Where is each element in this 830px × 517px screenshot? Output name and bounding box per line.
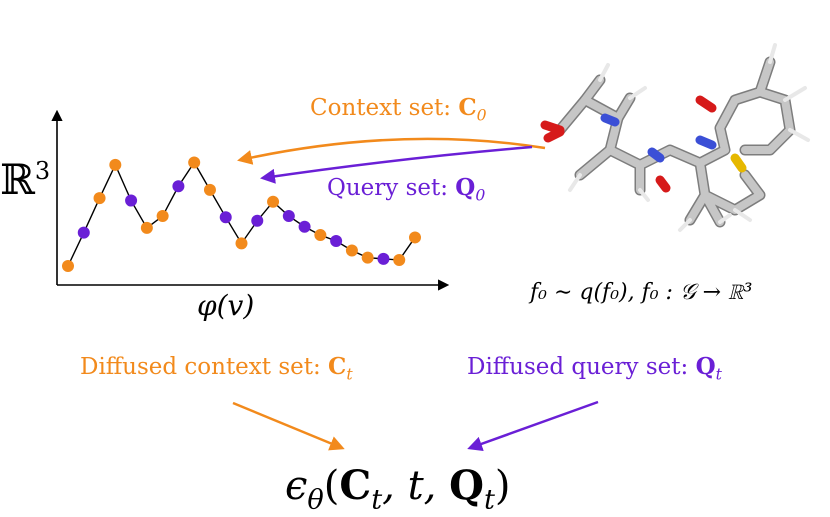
context-set-label: Context set: C0 [310,94,487,124]
diffused-context-label: Diffused context set: Ct [80,353,353,383]
context-point-8 [188,156,201,169]
x-axis-label-text: φ(v) [197,289,255,322]
y-axis-label: ℝ3 [0,150,50,201]
query-point-1 [77,226,90,239]
epsilon-sub: θ [307,484,324,516]
context-point-0 [62,260,74,272]
context-point-3 [109,158,122,171]
function-plot [62,156,421,272]
context-point-11 [235,237,248,250]
query-point-14 [282,210,295,223]
diffused-context-text: Diffused context set: [80,354,329,380]
ct-sub: t [371,484,383,516]
qt-symbol: Q [449,462,484,509]
context-point-22 [409,231,421,244]
model-output-expression: ϵθ(Ct, t, Qt) [285,462,511,516]
x-axis-label: φ(v) [197,289,254,322]
diffused-context-arrow [232,401,345,451]
context-point-19 [361,251,374,264]
epsilon-symbol: ϵ [285,463,308,509]
context-set-symbol: C [458,94,477,121]
diffused-query-text: Diffused query set: [467,354,696,380]
diffused-context-symbol: C [328,353,347,380]
query-point-17 [330,235,343,248]
query-point-7 [172,180,185,193]
query-point-12 [251,214,264,227]
y-axis-label-symbol: ℝ [0,155,35,204]
diffused-query-symbol: Q [695,353,716,380]
context-point-5 [140,221,153,234]
context-point-13 [267,195,280,208]
context-point-18 [345,244,358,257]
query-point-4 [125,194,138,207]
diffused-query-label: Diffused query set: Qt [467,353,722,383]
diffused-query-arrow [467,400,599,451]
y-axis-label-exponent: 3 [34,157,51,185]
ct-symbol: C [339,462,372,509]
query-point-20 [377,252,390,265]
context-point-9 [203,183,216,196]
open-paren: ( [323,463,340,509]
query-set-sub: 0 [475,185,486,205]
context-point-2 [93,192,106,205]
diffused-context-sub: t [346,364,353,384]
context-point-21 [393,254,406,267]
query-arrow [260,145,533,184]
query-point-15 [298,220,311,233]
context-point-16 [314,229,327,242]
query-set-text: Query set: [327,175,456,201]
query-set-label: Query set: Q0 [327,174,485,204]
function-definition-text: f₀ ∼ q(f₀), f₀ : 𝒢 → ℝ³ [530,280,753,305]
function-definition: f₀ ∼ q(f₀), f₀ : 𝒢 → ℝ³ [530,280,752,305]
diffused-query-sub: t [715,364,722,384]
context-point-6 [156,210,169,223]
context-set-text: Context set: [310,95,459,121]
context-set-sub: 0 [476,105,487,125]
qt-sub: t [483,484,495,516]
query-point-10 [219,211,232,224]
context-arrow [237,137,546,165]
t-argument: , t, [382,463,450,509]
query-set-symbol: Q [455,174,476,201]
close-paren: ) [494,463,511,509]
molecule-image [540,43,810,232]
